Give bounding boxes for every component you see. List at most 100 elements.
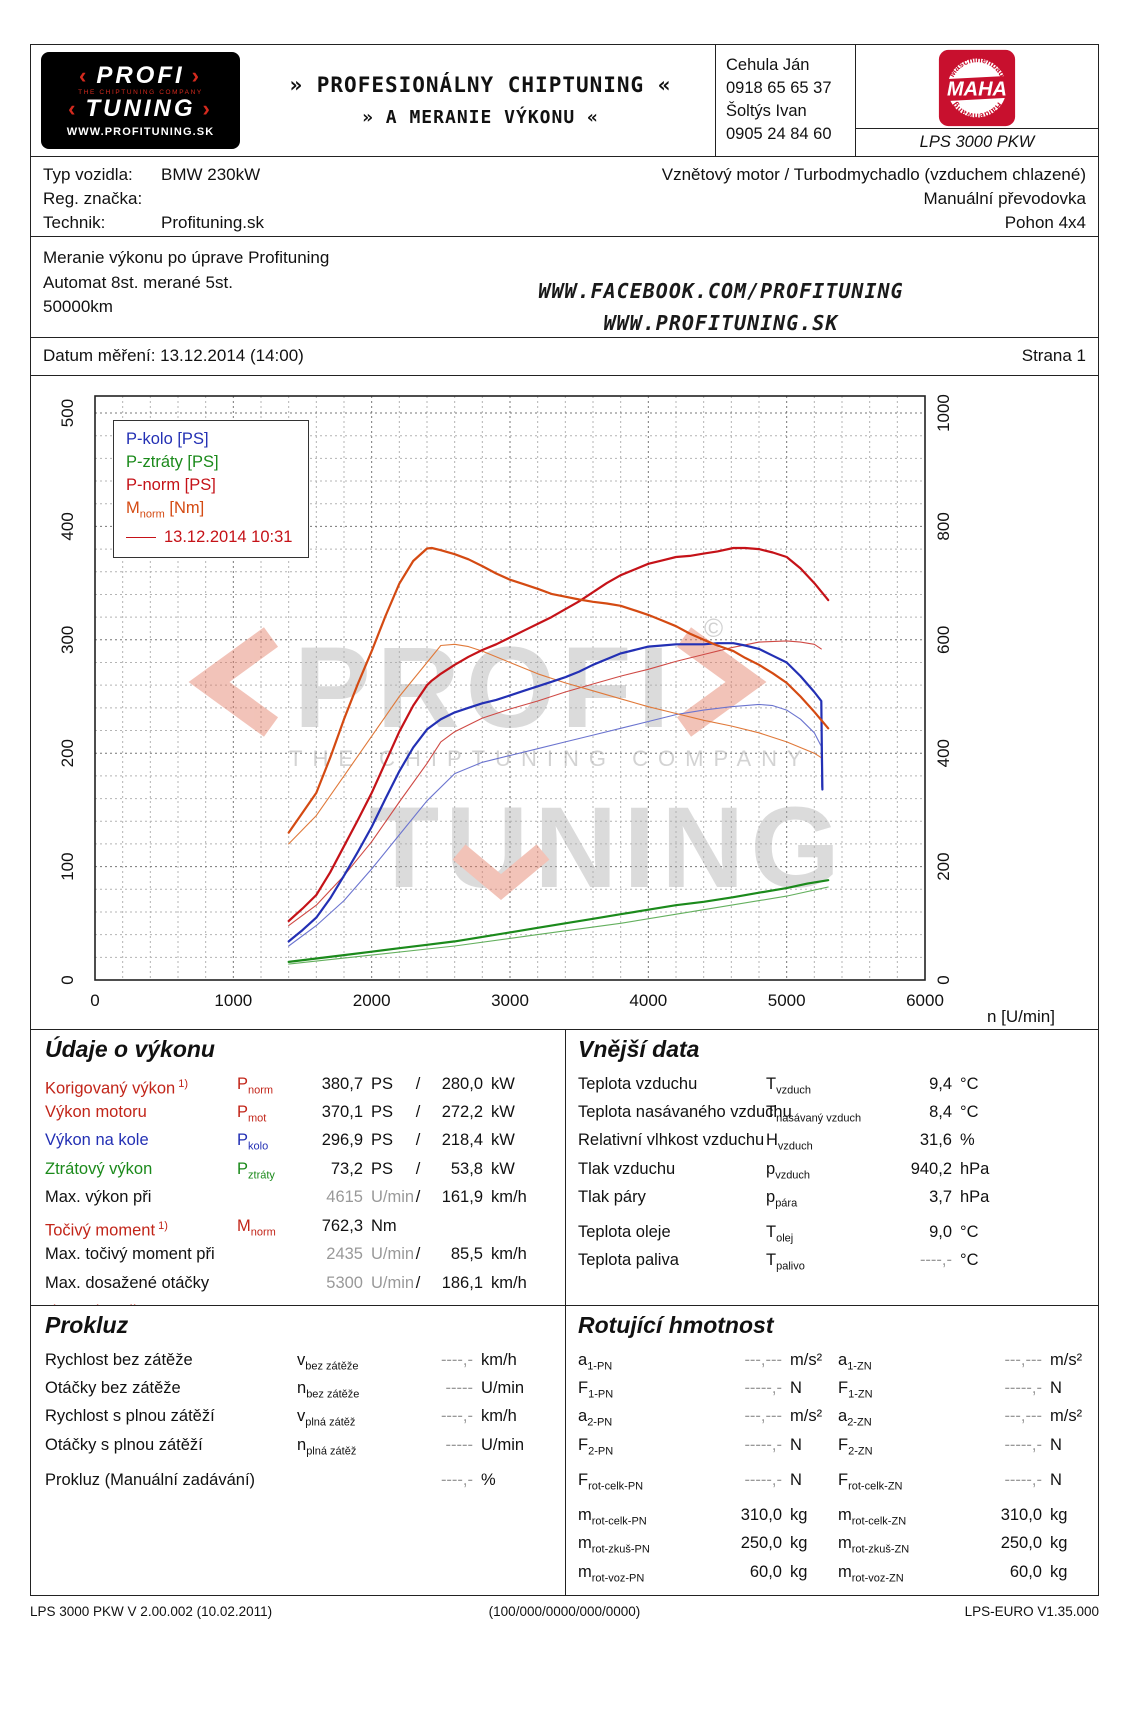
symbol: Pmot: [237, 1102, 267, 1125]
social-links: WWW.FACEBOOK.COM/PROFITUNING WWW.PROFITU…: [361, 275, 1081, 339]
value: 60,0: [749, 1562, 782, 1581]
rotating-mass-row: mrot-voz-PN 60,0 kg: [578, 1561, 826, 1589]
maha-block: Maschinenbau Haldenwang MAHA LPS 3000 PK…: [855, 45, 1098, 156]
symbol: mrot-zkuš-PN: [578, 1534, 650, 1556]
facebook-link: WWW.FACEBOOK.COM/PROFITUNING: [538, 279, 904, 303]
symbol: F2-ZN: [838, 1435, 873, 1457]
symbol: [237, 1272, 305, 1294]
external-data-row: Tlak vzduchu pvzduch 940,2 hPa: [578, 1158, 1086, 1186]
row-spacer: [45, 1265, 551, 1272]
performance-row: Ztrátový výkon Pztráty 73,2 PS / 53,8 kW: [45, 1158, 551, 1186]
value: 60,0: [1009, 1562, 1042, 1581]
symbol: a1-PN: [578, 1350, 613, 1372]
unit: [487, 1215, 535, 1243]
row-label: Max. výkon při: [45, 1187, 152, 1206]
unit: U/min: [481, 1435, 525, 1454]
svg-text:800: 800: [934, 512, 953, 540]
legend-label: P-norm [PS]: [126, 475, 216, 494]
separator: /: [415, 1245, 421, 1264]
slip-row: Otáčky bez zátěže nbez zátěže ----- U/min: [45, 1377, 551, 1405]
contact-phone: 0905 24 84 60: [726, 125, 832, 144]
footer-software: LPS-EURO V1.35.000: [964, 1604, 1099, 1619]
unit: N: [790, 1470, 802, 1489]
slip-section: Prokluz Rychlost bez zátěže vbez zátěže --…: [31, 1306, 565, 1595]
unit: kW: [491, 1102, 515, 1121]
legend-item: P-norm [PS]: [126, 474, 292, 497]
symbol: pvzduch: [766, 1159, 811, 1181]
unit: km/h: [491, 1187, 527, 1206]
legend-label: P-kolo [PS]: [126, 429, 209, 448]
symbol: mrot-zkuš-ZN: [838, 1534, 910, 1556]
unit: PS: [371, 1131, 394, 1150]
row-spacer: [45, 1462, 551, 1469]
rotating-mass-row: mrot-voz-ZN 60,0 kg: [838, 1561, 1086, 1589]
external-data-title: Vnější data: [578, 1035, 700, 1062]
unit: %: [481, 1470, 496, 1489]
symbol: F1-PN: [578, 1378, 614, 1401]
value: ---,---: [1004, 1407, 1042, 1426]
value: 31,6: [919, 1131, 952, 1150]
logo-website: WWW.PROFITUNING.SK: [66, 125, 215, 138]
unit: N: [790, 1435, 802, 1454]
svg-text:300: 300: [58, 625, 77, 653]
unit: U/min: [481, 1378, 525, 1397]
value: 8,4: [929, 1102, 952, 1121]
external-data-row: Teplota nasávaného vzduchu Tnasávaný vzdu…: [578, 1101, 1086, 1129]
unit: °C: [960, 1074, 979, 1093]
row-label: Teplota paliva: [578, 1251, 679, 1270]
row-spacer: [578, 1214, 1086, 1221]
unit: U/min: [371, 1274, 415, 1293]
row-label: Teplota nasávaného vzduchu: [578, 1102, 792, 1121]
bottom-section: Prokluz Rychlost bez zátěže vbez zátěže --…: [31, 1305, 1098, 1595]
left-arrow-icon: ‹: [68, 95, 79, 121]
note-line: Meranie výkonu po úprave Profituning: [43, 248, 330, 267]
row-label: Ztrátový výkon: [45, 1159, 153, 1178]
logo-text: PROFI: [96, 61, 185, 89]
row-label: Max. točivý moment při: [45, 1245, 215, 1264]
symbol: vbez zátěže: [297, 1350, 359, 1372]
svg-text:0: 0: [58, 975, 77, 984]
symbol: a2-PN: [578, 1407, 613, 1429]
legend-item: 13.12.2014 10:31: [126, 526, 292, 549]
unit: m/s²: [790, 1407, 823, 1426]
symbol: mrot-voz-PN: [578, 1562, 645, 1584]
row-label: Teplota vzduchu: [578, 1074, 698, 1093]
engine-info: Vznětový motor / Turbodmychadlo (vzduche…: [563, 165, 1086, 232]
unit: kg: [1050, 1506, 1068, 1525]
profituning-logo: ‹ PROFI › THE CHIPTUNING COMPANY ‹ TUNING › …: [31, 45, 246, 156]
external-data-row: Teplota oleje Tolej 9,0 °C: [578, 1221, 1086, 1249]
contact-block: Cehula Ján 0918 65 65 37 Šoltýs Ivan 090…: [715, 45, 855, 156]
rotating-mass-row: Frot-celk-ZN -----,- N: [838, 1469, 1086, 1497]
unit: kW: [491, 1159, 515, 1178]
value: 272,2: [441, 1102, 483, 1121]
unit: N: [1050, 1378, 1062, 1397]
rotating-mass-row: F1-PN -----,- N: [578, 1377, 826, 1405]
row-label: Otáčky s plnou zátěží: [45, 1435, 203, 1454]
report-frame: ‹ PROFI › THE CHIPTUNING COMPANY ‹ TUNING › …: [30, 44, 1099, 1596]
symbol: F2-PN: [578, 1435, 614, 1457]
value: -----: [445, 1378, 473, 1397]
value: 310,0: [1000, 1506, 1042, 1525]
value: 9,0: [929, 1223, 952, 1242]
separator: /: [415, 1102, 421, 1121]
value: 9,4: [929, 1074, 952, 1093]
row-label: Prokluz (Manuální zadávání): [45, 1470, 256, 1489]
row-spacer: [578, 1462, 826, 1469]
rotating-mass-row: a1-ZN ---,--- m/s²: [838, 1349, 1086, 1377]
rotating-mass-row: mrot-zkuš-ZN 250,0 kg: [838, 1532, 1086, 1560]
value: -----: [445, 1435, 473, 1454]
legend-label: P-ztráty [PS]: [126, 452, 219, 471]
row-spacer: [838, 1462, 1086, 1469]
unit: kg: [790, 1506, 808, 1525]
field-label: Technik:: [43, 213, 106, 232]
svg-text:PROFI: PROFI: [294, 624, 675, 752]
slip-row: Rychlost s plnou zátěží vplná zátěž ----,-…: [45, 1405, 551, 1433]
results-section: Údaje o výkonu Korigovaný výkon 1) Pnorm 3…: [31, 1029, 1098, 1306]
svg-text:THE CHIPTUNING COMPANY: THE CHIPTUNING COMPANY: [289, 746, 812, 771]
separator: [411, 1215, 425, 1243]
performance-row: Korigovaný výkon 1) Pnorm 380,7 PS / 280,0 kW: [45, 1073, 551, 1101]
left-arrow-icon: ‹: [79, 62, 90, 88]
note-line: 50000km: [43, 297, 113, 317]
chart-legend: P-kolo [PS] P-ztráty [PS] P-norm [PS] Mnorm…: [113, 419, 310, 558]
